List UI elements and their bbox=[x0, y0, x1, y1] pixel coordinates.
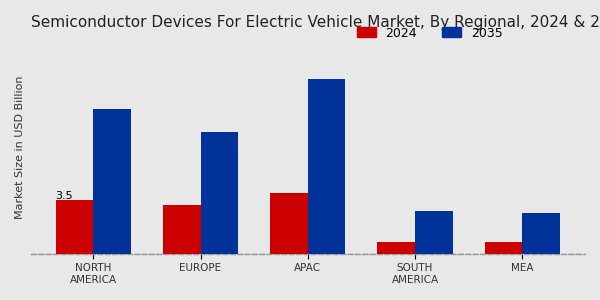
Bar bbox=[200, 132, 238, 254]
Bar bbox=[485, 242, 522, 254]
Bar bbox=[308, 79, 346, 254]
Bar bbox=[415, 211, 452, 254]
Text: Semiconductor Devices For Electric Vehicle Market, By Regional, 2024 & 2035: Semiconductor Devices For Electric Vehic… bbox=[31, 15, 600, 30]
Bar bbox=[56, 200, 93, 254]
Y-axis label: Market Size in USD Billion: Market Size in USD Billion bbox=[15, 76, 25, 219]
Bar bbox=[270, 193, 308, 254]
Bar bbox=[93, 109, 131, 254]
Bar bbox=[377, 242, 415, 254]
Legend: 2024, 2035: 2024, 2035 bbox=[352, 22, 508, 45]
Text: 3.5: 3.5 bbox=[55, 191, 73, 201]
Bar bbox=[163, 205, 200, 254]
Bar bbox=[522, 213, 560, 254]
